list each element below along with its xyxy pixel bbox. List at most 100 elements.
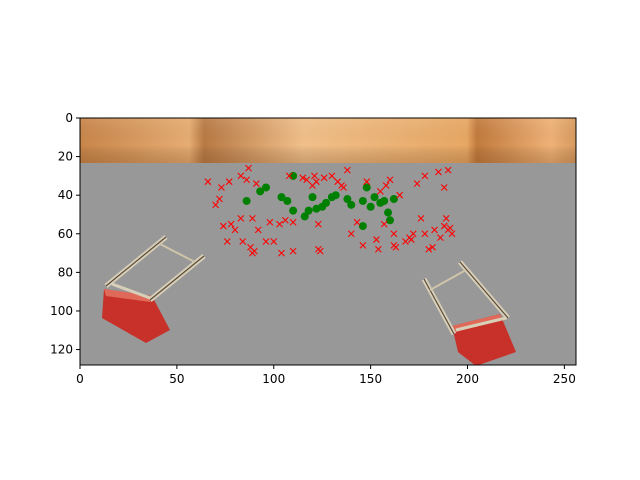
red-x-point xyxy=(421,230,429,238)
green-circle-point xyxy=(289,206,298,215)
red-x-point xyxy=(223,238,231,245)
red-x-point xyxy=(311,172,318,180)
red-x-point xyxy=(239,238,247,245)
red-x-point xyxy=(252,180,260,187)
red-x-point xyxy=(359,241,367,249)
red-x-point xyxy=(289,247,297,255)
red-x-point xyxy=(380,220,388,228)
red-x-point xyxy=(218,184,225,191)
red-x-point xyxy=(413,180,421,187)
green-circle-point xyxy=(256,187,265,196)
y-tick-label: 80 xyxy=(58,265,73,279)
red-x-point xyxy=(289,218,297,226)
red-x-point xyxy=(281,216,289,224)
red-x-point xyxy=(436,234,444,242)
x-tick-label: 200 xyxy=(456,372,479,386)
red-x-point xyxy=(237,214,245,222)
red-x-point xyxy=(392,243,400,251)
green-circle-point xyxy=(242,196,251,205)
y-axis: 0 20 40 60 80 100 120 xyxy=(50,111,80,357)
green-circle-point xyxy=(331,191,340,200)
red-x-point xyxy=(374,245,382,253)
x-tick-label: 250 xyxy=(553,372,576,386)
red-x-point xyxy=(314,220,322,228)
red-x-point xyxy=(448,230,456,238)
red-x-point xyxy=(320,174,328,182)
y-tick-label: 100 xyxy=(50,304,73,318)
green-circle-point xyxy=(380,196,389,205)
wooden-shelf-shade xyxy=(80,118,576,163)
right-chair xyxy=(421,260,516,365)
red-x-point xyxy=(245,164,252,172)
red-x-point xyxy=(204,178,212,186)
green-circle-point xyxy=(322,198,331,207)
red-x-point xyxy=(254,226,262,234)
green-circle-point xyxy=(358,222,367,231)
red-x-point xyxy=(442,214,450,222)
x-axis: 0 50 100 150 200 250 xyxy=(76,365,576,386)
red-x-point xyxy=(227,220,235,228)
red-x-point xyxy=(363,178,371,186)
green-circle-point xyxy=(370,193,379,202)
green-circle-point xyxy=(358,196,367,205)
red-x-point xyxy=(219,222,227,230)
red-x-point xyxy=(237,172,245,180)
y-tick-label: 120 xyxy=(50,343,73,357)
red-x-point xyxy=(328,172,336,180)
red-x-point xyxy=(390,230,398,238)
red-x-point xyxy=(212,201,220,209)
red-x-point xyxy=(429,243,437,251)
axes-frame xyxy=(79,117,577,366)
red-x-point xyxy=(276,220,283,228)
red-x-point xyxy=(343,166,351,174)
red-x-point xyxy=(243,176,251,184)
green-circle-point xyxy=(386,216,394,225)
red-x-point xyxy=(444,166,452,174)
red-x-point xyxy=(249,214,256,222)
y-tick-label: 40 xyxy=(58,188,73,202)
red-x-point xyxy=(250,247,258,255)
left-chair xyxy=(102,235,206,343)
red-x-point xyxy=(382,182,390,189)
green-circle-point xyxy=(343,195,352,204)
background-image xyxy=(80,118,576,365)
green-circle-point xyxy=(308,193,317,202)
red-x-point xyxy=(409,230,417,238)
green-circle-point xyxy=(283,196,292,205)
red-x-point xyxy=(340,184,347,191)
red-x-point xyxy=(278,249,285,257)
red-x-point xyxy=(303,176,311,184)
data-marks xyxy=(204,164,456,257)
red-x-point xyxy=(216,195,223,203)
red-x-point xyxy=(421,172,429,180)
green-circle-point xyxy=(362,183,371,192)
red-x-point xyxy=(231,226,239,234)
red-x-point xyxy=(407,236,415,243)
red-x-point xyxy=(373,236,380,243)
red-x-point xyxy=(270,238,278,245)
y-tick-label: 60 xyxy=(58,227,73,241)
green-circle-point xyxy=(366,202,375,211)
red-x-point xyxy=(225,178,233,186)
red-x-point xyxy=(440,184,448,191)
x-tick-label: 100 xyxy=(262,372,285,386)
red-x-point xyxy=(312,178,320,186)
red-x-point xyxy=(431,226,438,234)
red-x-point xyxy=(262,238,270,245)
y-tick-label: 20 xyxy=(58,150,73,164)
y-tick-label: 0 xyxy=(65,111,73,125)
red-x-point xyxy=(266,218,274,226)
green-circle-point xyxy=(262,183,270,192)
red-x-point xyxy=(425,245,433,253)
green-circle-point xyxy=(289,171,298,180)
green-circle-point xyxy=(389,195,398,204)
green-circle-point xyxy=(300,212,309,221)
red-x-point xyxy=(299,174,307,182)
red-x-point xyxy=(353,218,361,226)
green-circle-point xyxy=(384,208,393,217)
red-x-point xyxy=(417,214,425,222)
red-x-point xyxy=(435,168,442,176)
red-x-point xyxy=(316,247,324,255)
red-x-point xyxy=(285,172,293,180)
